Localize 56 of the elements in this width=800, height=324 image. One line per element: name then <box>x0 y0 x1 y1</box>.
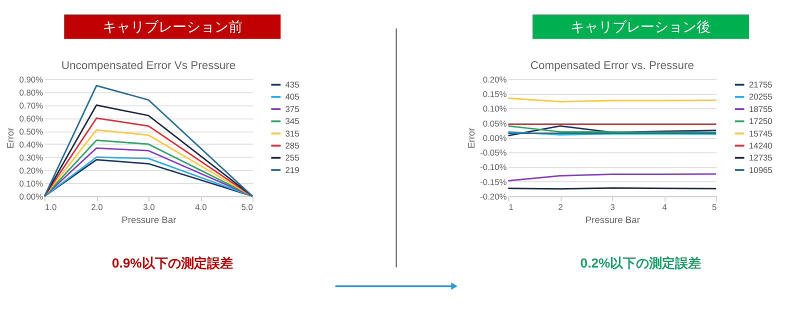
x-axis-title: Pressure Bar <box>585 214 640 225</box>
x-tick-label: 2.0 <box>91 202 104 212</box>
y-tick-label: 0.00% <box>482 132 508 143</box>
legend-label: 219 <box>285 164 300 175</box>
x-tick-label: 2 <box>558 202 564 212</box>
legend-label: 20255 <box>748 92 773 102</box>
chart-title: キャリブレーション前 <box>102 18 242 34</box>
y-tick-label: 0.40% <box>19 139 44 150</box>
legend-label: 345 <box>285 116 300 126</box>
y-tick-label: 0.10% <box>19 178 44 188</box>
text: 0.9%以下の測定誤差 <box>112 255 233 270</box>
legend-label: 15745 <box>748 128 773 138</box>
x-axis-title: Pressure Bar <box>122 214 176 225</box>
legend-label: 315 <box>285 128 300 138</box>
line-series <box>507 173 717 182</box>
y-axis-title: Error <box>6 128 16 149</box>
chart-title: キャリブレーション後 <box>570 18 711 34</box>
y-tick-label: -0.10% <box>480 162 508 172</box>
chart-subtitle: Compensated Error vs. Pressure <box>530 60 694 72</box>
y-tick-label: -0.15% <box>480 176 508 187</box>
y-tick-label: 0.00% <box>19 191 44 202</box>
x-tick-label: 5 <box>712 202 717 212</box>
legend-label: 17250 <box>748 116 773 126</box>
chart-subtitle: Uncompensated Error Vs Pressure <box>61 60 236 72</box>
y-tick-label: 0.70% <box>19 100 44 110</box>
y-tick-label: 0.05% <box>482 118 508 128</box>
y-tick-label: 0.60% <box>19 113 44 124</box>
x-tick-label: 4 <box>662 202 668 212</box>
legend-label: 285 <box>285 140 300 150</box>
y-tick-label: 0.90% <box>19 74 44 84</box>
y-tick-label: -0.20% <box>480 191 508 202</box>
y-tick-label: 0.20% <box>482 74 508 84</box>
legend-label: 12735 <box>748 152 773 163</box>
x-tick-label: 4.0 <box>195 202 208 212</box>
legend-label: 18755 <box>748 104 773 114</box>
text: 0.2%以下の測定誤差 <box>580 255 702 270</box>
legend-label: 14240 <box>748 140 773 150</box>
x-tick-label: 3.0 <box>143 202 156 212</box>
legend-label: 10965 <box>748 164 773 175</box>
legend-label: 405 <box>285 92 300 102</box>
y-tick-label: -0.05% <box>480 148 508 158</box>
legend-label: 375 <box>285 104 300 114</box>
y-axis-title: Error <box>466 128 476 149</box>
x-tick-label: 1 <box>508 202 514 212</box>
y-tick-label: 0.20% <box>19 165 44 176</box>
y-tick-label: 0.80% <box>19 87 44 98</box>
y-tick-label: 0.30% <box>19 152 44 162</box>
y-tick-label: 0.10% <box>482 104 508 114</box>
y-tick-label: 0.15% <box>482 89 508 100</box>
x-tick-label: 3 <box>610 202 616 212</box>
legend-label: 21755 <box>748 80 773 90</box>
legend-label: 435 <box>285 80 300 90</box>
y-tick-label: 0.50% <box>19 126 44 136</box>
x-tick-label: 5.0 <box>241 202 254 212</box>
x-tick-label: 1.0 <box>44 202 57 212</box>
legend-label: 255 <box>285 152 300 163</box>
